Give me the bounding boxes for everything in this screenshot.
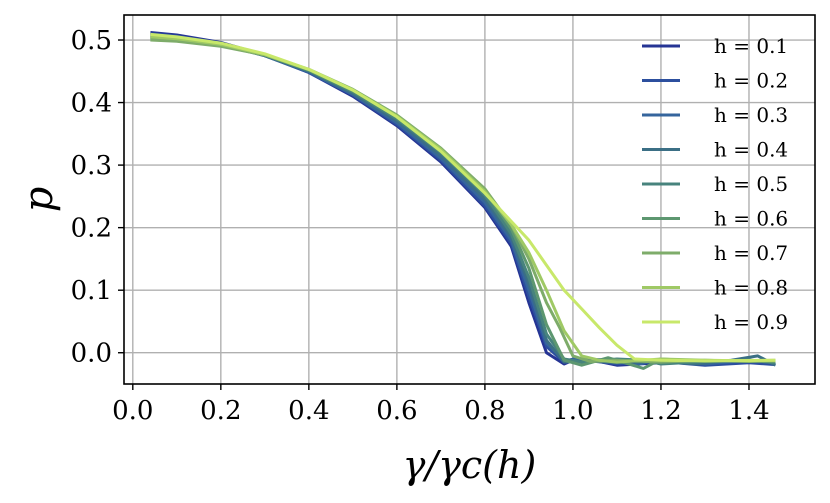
legend-label: h = 0.5 — [714, 172, 788, 196]
x-tick-label: 0.6 — [376, 396, 417, 426]
series-lines — [150, 31, 777, 370]
series-line-9 — [150, 32, 776, 363]
x-axis-label: γ/γc(h) — [403, 443, 537, 487]
y-tick-label: 0.3 — [71, 151, 112, 181]
legend-label: h = 0.3 — [714, 103, 788, 127]
y-tick-label: 0.5 — [71, 26, 112, 56]
legend-label: h = 0.4 — [714, 138, 788, 162]
series-line-2 — [150, 32, 776, 367]
grid — [124, 15, 815, 384]
legend: h = 0.1 h = 0.2 h = 0.3 h = 0.4 h = 0.5 h = 0… — [642, 34, 788, 334]
series-line-6 — [150, 37, 776, 370]
x-tick-label: 0.8 — [464, 396, 505, 426]
series-line-7 — [150, 38, 776, 364]
x-tick-label: 1.4 — [728, 396, 769, 426]
series-line-4 — [150, 34, 777, 367]
series-line-3 — [150, 33, 776, 367]
x-tick-label: 1.0 — [552, 396, 593, 426]
series-line-8 — [150, 35, 776, 364]
legend-label: h = 0.1 — [714, 34, 788, 58]
x-tick-label: 0.2 — [200, 396, 241, 426]
y-tick-label: 0.2 — [71, 214, 112, 244]
x-tick-label: 0.0 — [112, 396, 153, 426]
series-line-1 — [150, 31, 776, 367]
legend-label: h = 0.7 — [714, 241, 788, 265]
legend-label: h = 0.9 — [714, 310, 788, 334]
legend-label: h = 0.8 — [714, 276, 788, 300]
y-tick-label: 0.4 — [71, 89, 112, 119]
series-line-5 — [150, 36, 776, 366]
legend-label: h = 0.6 — [714, 207, 788, 231]
x-tick-label: 0.4 — [288, 396, 329, 426]
axis-ticks: 0.0 0.2 0.4 0.6 0.8 1.0 1.2 1.4 0.0 0.1 0.2 0.3 0.4 0… — [71, 26, 770, 426]
y-tick-label: 0.1 — [71, 276, 112, 306]
x-tick-label: 1.2 — [640, 396, 681, 426]
y-tick-label: 0.0 — [71, 339, 112, 369]
legend-label: h = 0.2 — [714, 69, 788, 93]
y-axis-label: p — [16, 187, 62, 213]
plot-frame — [123, 14, 816, 385]
